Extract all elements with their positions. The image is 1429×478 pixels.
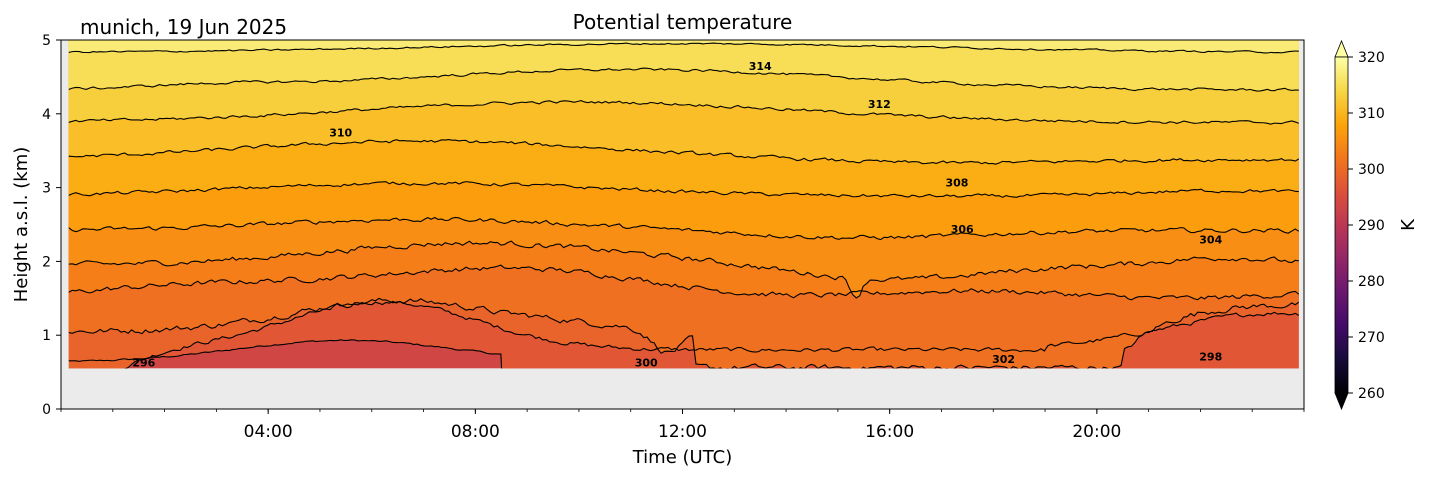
contour-label: 306 [951,223,974,236]
contour-label: 312 [868,98,891,111]
contour-line [68,181,1299,198]
colorbar-gradient [1334,56,1349,394]
contour-line [68,216,1299,241]
colorbar-extend-min [1334,392,1349,411]
y-axis: 0 1 2 3 4 5 [42,33,61,418]
y-tick-label: 4 [42,107,51,123]
contour-lines [68,42,1299,369]
contour-label: 304 [1199,233,1222,246]
colorbar-tick-label: 320 [1358,50,1385,66]
contour-line [68,297,1299,369]
contour-label: 300 [635,357,658,370]
contour-line [68,67,1299,92]
y-tick-label: 1 [42,328,51,344]
contour-line [68,264,1299,301]
x-tick-label: 16:00 [865,422,914,442]
colorbar-tick-label: 270 [1358,330,1385,346]
contour-line [68,100,1299,125]
colorbar-ticks: 260 270 280 290 300 310 320 [1348,50,1385,402]
x-tick-label: 20:00 [1072,422,1121,442]
contour-label: 298 [1199,351,1222,364]
contour-label: 296 [132,357,155,370]
chart-subtitle: munich, 19 Jun 2025 [80,15,287,39]
contour-line [124,300,1299,369]
x-axis-label: Time (UTC) [632,447,733,468]
colorbar-tick-label: 280 [1358,274,1385,290]
contour-label: 310 [329,126,352,139]
colorbar-tick-label: 290 [1358,218,1385,234]
y-axis-label: Height a.s.l. (km) [11,147,32,303]
colorbar: 260 270 280 290 300 310 320 K [1334,39,1419,411]
contour-line [68,139,1299,165]
contour-label: 308 [946,176,969,189]
y-tick-label: 3 [42,181,51,197]
contour-labels: 296 300 302 298 304 306 308 310 312 314 [132,60,1222,370]
x-tick-label: 08:00 [451,422,500,442]
y-tick-label: 0 [42,402,51,418]
contour-band [68,40,1299,53]
x-axis: 04:00 08:00 12:00 16:00 20:00 [60,409,1305,442]
x-tick-label: 04:00 [244,422,293,442]
colorbar-tick-label: 260 [1358,386,1385,402]
y-tick-label: 2 [42,254,51,270]
contour-line [68,339,503,369]
contour-label: 302 [992,353,1015,366]
contour-line [68,240,1299,299]
colorbar-extend-max [1334,39,1349,58]
colorbar-tick-label: 310 [1358,106,1385,122]
x-tick-label: 12:00 [658,422,707,442]
colorbar-label: K [1398,218,1419,231]
chart-title: Potential temperature [573,10,793,34]
colorbar-tick-label: 300 [1358,162,1385,178]
contour-line [68,42,1299,54]
y-tick-label: 5 [42,33,51,49]
contour-label: 314 [749,60,772,73]
